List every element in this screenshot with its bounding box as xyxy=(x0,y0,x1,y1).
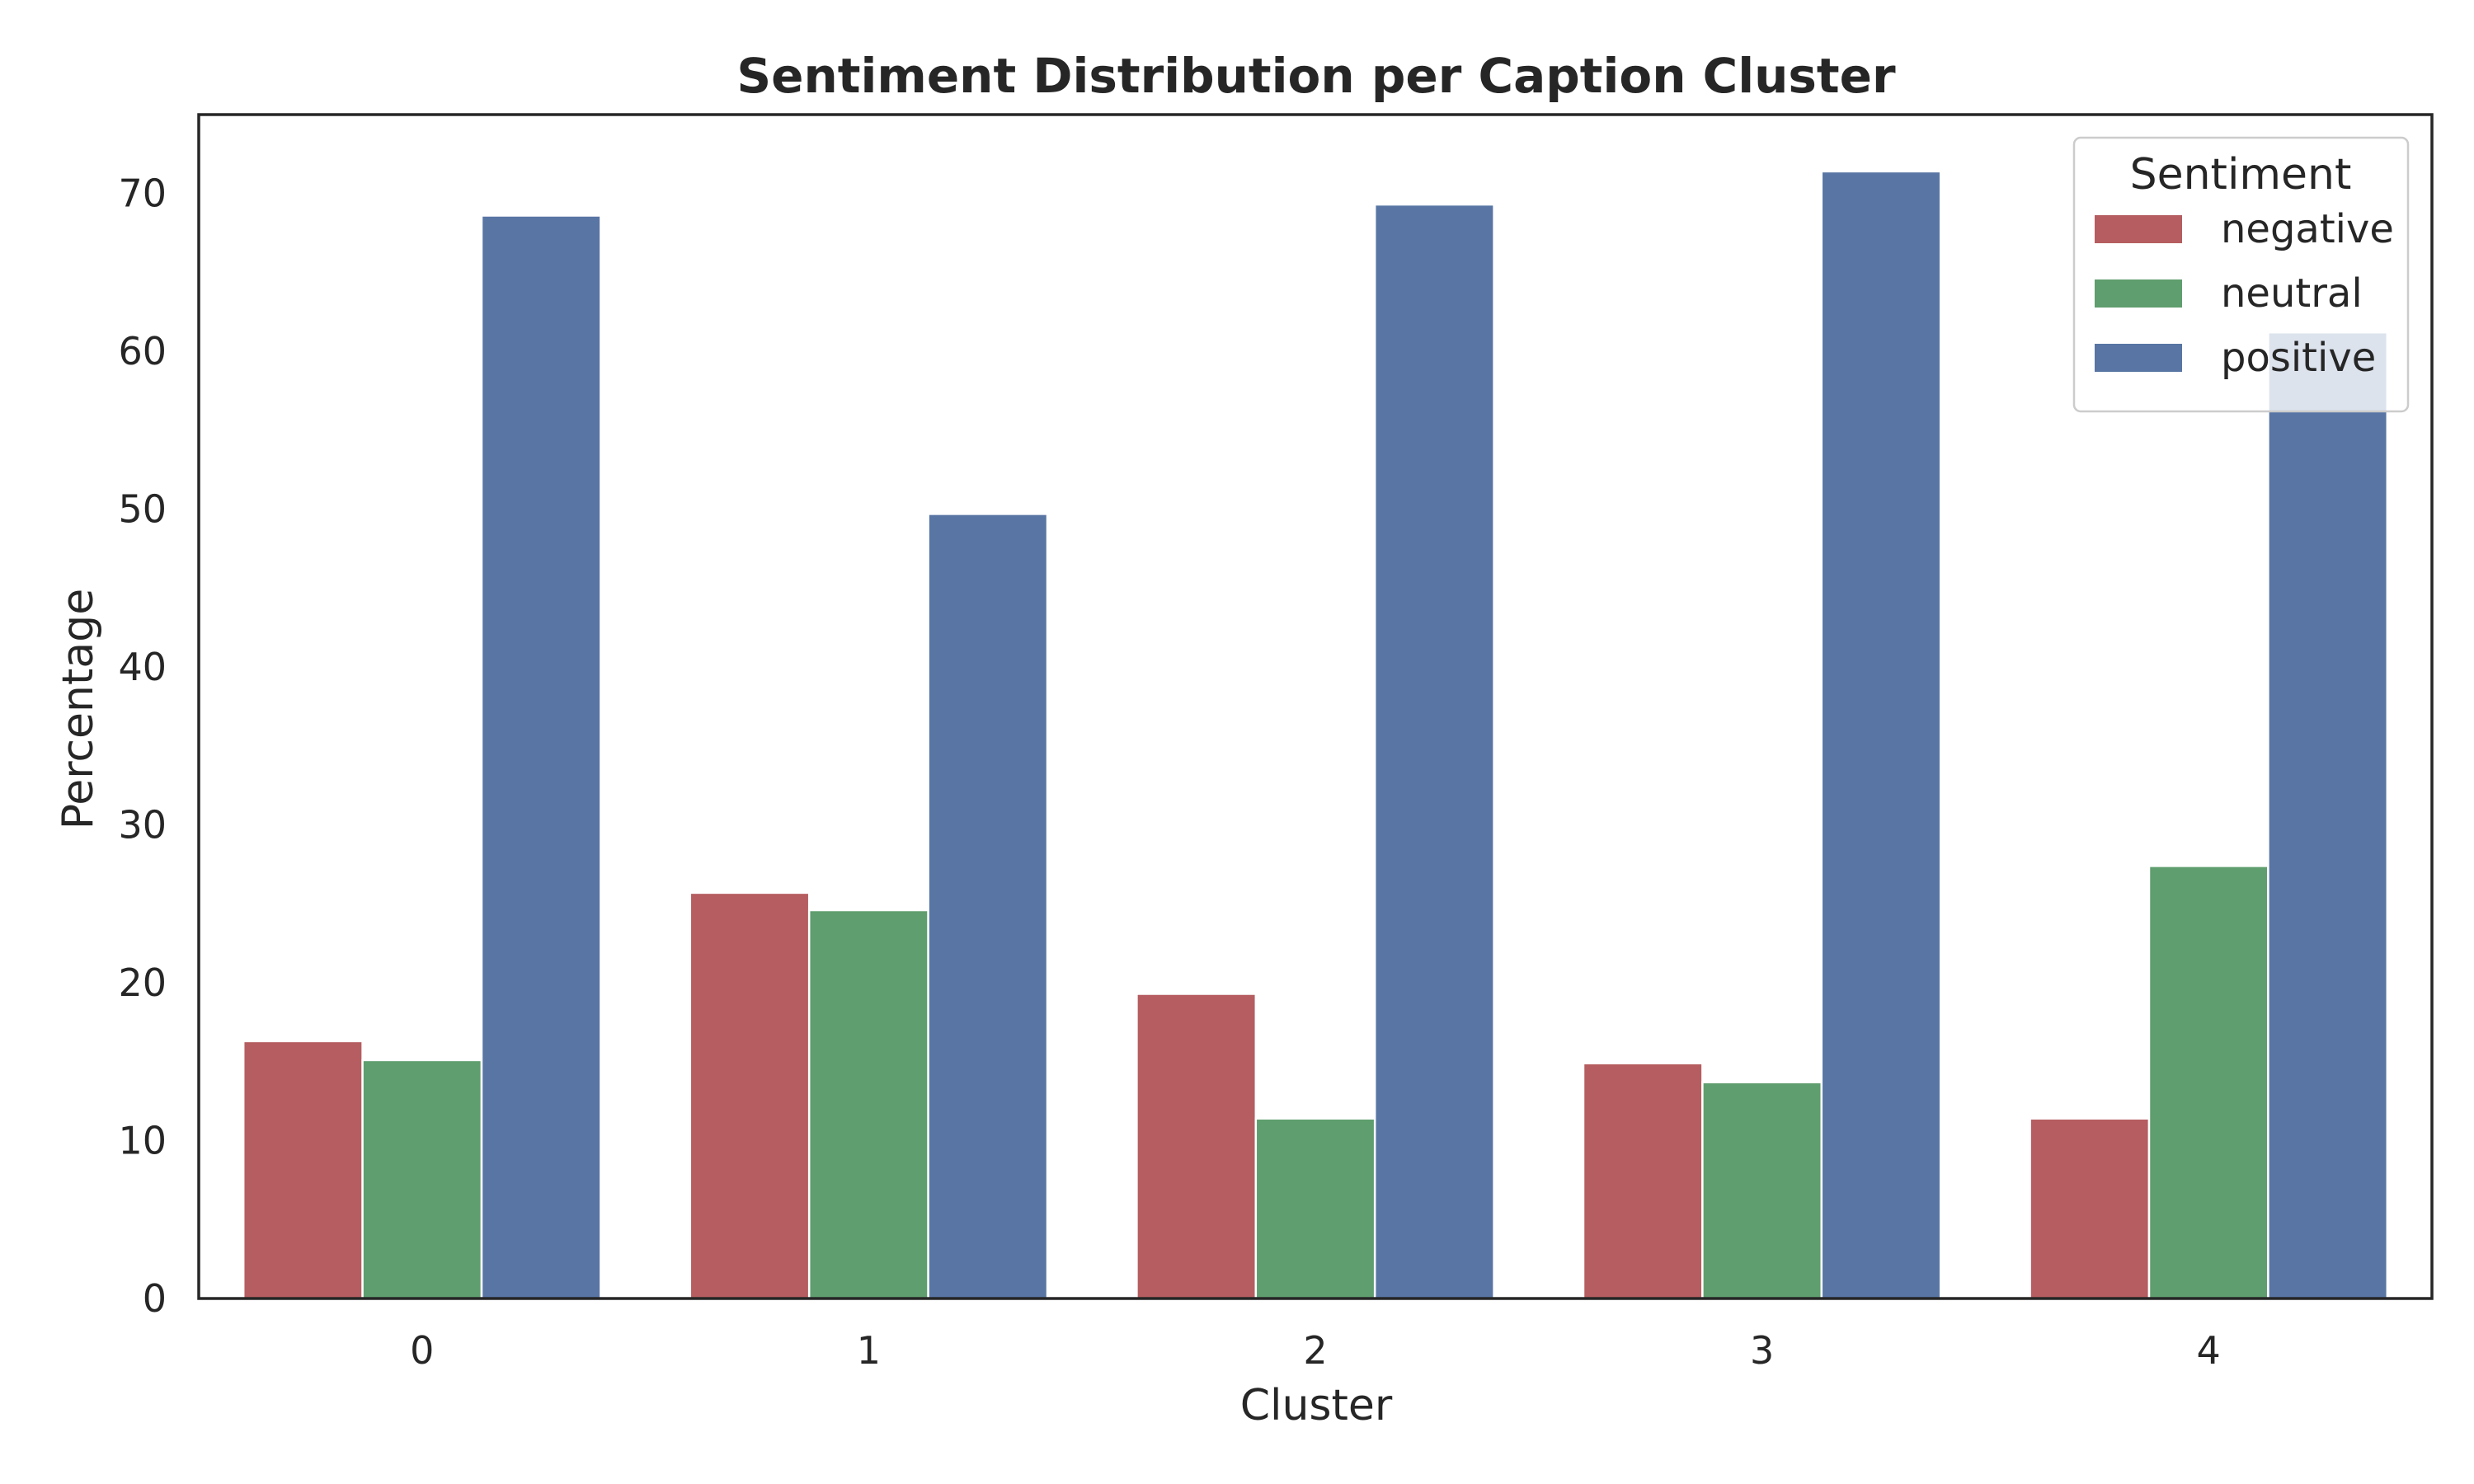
bar-positive-cluster-1 xyxy=(927,513,1049,1300)
bar-positive-cluster-3 xyxy=(1820,170,1942,1300)
bar-neutral-cluster-1 xyxy=(807,909,929,1300)
legend-swatch-negative xyxy=(2095,215,2182,243)
bar-negative-cluster-0 xyxy=(242,1040,364,1300)
bar-negative-cluster-4 xyxy=(2029,1117,2151,1300)
bars-group xyxy=(242,170,2389,1300)
plot-frame xyxy=(197,113,2434,1300)
y-tick-label: 0 xyxy=(143,1276,167,1321)
y-tick-label: 30 xyxy=(118,803,167,848)
legend-swatch-neutral xyxy=(2095,279,2182,308)
bar-neutral-cluster-2 xyxy=(1254,1117,1376,1300)
x-tick-label: 3 xyxy=(1750,1328,1774,1373)
bar-negative-cluster-3 xyxy=(1582,1062,1704,1300)
y-tick-label: 20 xyxy=(118,960,167,1005)
x-tick-label: 4 xyxy=(2197,1328,2221,1373)
x-tick-label: 1 xyxy=(857,1328,881,1373)
legend-box xyxy=(2072,136,2410,413)
y-tick-label: 40 xyxy=(118,645,167,689)
y-axis-label: Percentage xyxy=(54,589,103,830)
legend-title: Sentiment xyxy=(2130,150,2352,200)
bar-neutral-cluster-0 xyxy=(361,1059,483,1300)
bar-neutral-cluster-4 xyxy=(2147,865,2269,1300)
y-tick-label: 70 xyxy=(118,171,167,216)
y-tick-label: 60 xyxy=(118,329,167,373)
bar-positive-cluster-2 xyxy=(1373,203,1495,1300)
bar-negative-cluster-1 xyxy=(689,891,811,1300)
y-tick-label: 10 xyxy=(118,1119,167,1163)
bar-positive-cluster-4 xyxy=(2267,331,2389,1300)
legend-label-neutral: neutral xyxy=(2221,270,2363,317)
legend-items: negative neutral positive xyxy=(2095,206,2394,381)
chart-title: Sentiment Distribution per Caption Clust… xyxy=(736,48,1896,104)
bar-negative-cluster-2 xyxy=(1136,993,1258,1300)
x-axis: 0 1 2 3 4 xyxy=(410,1328,2221,1373)
legend: Sentiment negative neutral positive xyxy=(2072,136,2410,413)
bar-positive-cluster-0 xyxy=(480,214,602,1300)
legend-label-negative: negative xyxy=(2221,206,2394,252)
bar-neutral-cluster-3 xyxy=(1701,1081,1823,1300)
x-axis-label: Cluster xyxy=(1240,1381,1393,1430)
x-tick-label: 0 xyxy=(410,1328,434,1373)
y-axis: 0 10 20 30 40 50 60 70 xyxy=(118,171,167,1321)
legend-swatch-positive xyxy=(2095,344,2182,372)
legend-label-positive: positive xyxy=(2221,335,2376,381)
x-tick-label: 2 xyxy=(1303,1328,1327,1373)
y-tick-label: 50 xyxy=(118,487,167,532)
